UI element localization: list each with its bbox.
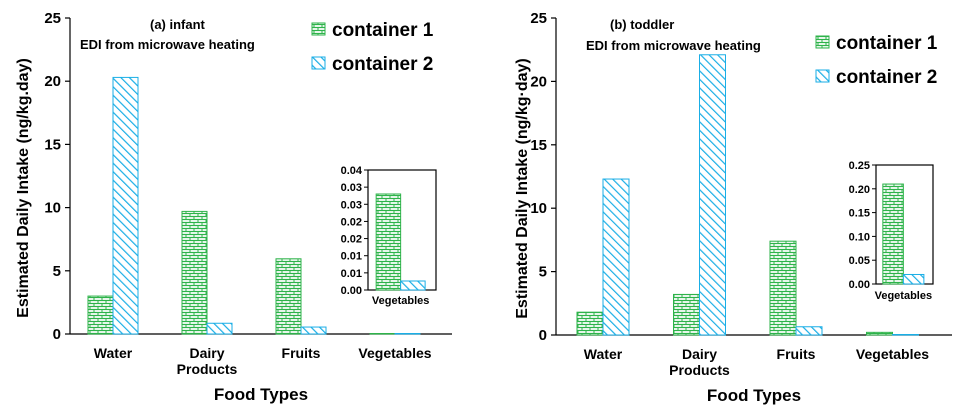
inset-y-tick-label: 0.03 bbox=[341, 199, 362, 211]
bar-container-2 bbox=[699, 54, 726, 336]
inset-y-tick-label: 0.00 bbox=[341, 285, 362, 297]
y-tick-label: 10 bbox=[44, 200, 61, 217]
inset-y-tick-label: 0.03 bbox=[341, 182, 362, 194]
inset-bar-container-1 bbox=[375, 193, 402, 291]
inset-bar-container-2 bbox=[902, 273, 925, 285]
inset-y-tick-label: 0.02 bbox=[341, 234, 362, 246]
bar-container-2 bbox=[394, 333, 421, 335]
inset-y-tick-label: 0.20 bbox=[849, 184, 870, 196]
chart-subtitle: EDI from microwave heating bbox=[80, 37, 255, 52]
inset-y-tick-label: 0.05 bbox=[849, 255, 870, 267]
bar-container-1 bbox=[87, 295, 114, 335]
bar-container-2 bbox=[892, 334, 919, 336]
x-category-label: Products bbox=[177, 361, 238, 377]
inset-y-tick-label: 0.00 bbox=[849, 279, 870, 291]
bar-container-1 bbox=[181, 210, 208, 335]
chart-subtitle: EDI from microwave heating bbox=[586, 38, 761, 53]
chart-title: (b) toddler bbox=[610, 17, 674, 32]
y-tick-label: 20 bbox=[44, 73, 61, 90]
legend-label: container 1 bbox=[836, 33, 938, 54]
x-category-label: Water bbox=[584, 346, 623, 362]
chart-title: (a) infant bbox=[150, 17, 206, 32]
legend-swatch-container-2 bbox=[815, 69, 830, 83]
y-tick-label: 25 bbox=[530, 10, 547, 27]
x-category-label: Products bbox=[669, 362, 730, 378]
inset-bar-container-1 bbox=[882, 183, 904, 285]
y-tick-label: 0 bbox=[539, 327, 547, 344]
x-axis-label: Food Types bbox=[707, 386, 801, 405]
x-category-label: Vegetables bbox=[856, 346, 929, 362]
x-category-label: Water bbox=[94, 345, 133, 361]
bar-container-2 bbox=[206, 322, 233, 335]
bar-container-1 bbox=[369, 333, 396, 335]
y-axis-label: Estimated Daily Intake (ng/kg·day) bbox=[514, 58, 531, 319]
x-category-label: Fruits bbox=[777, 346, 816, 362]
x-category-label: Fruits bbox=[282, 345, 321, 361]
y-axis-label: Estimated Daily Intake (ng/kg.day) bbox=[15, 58, 32, 318]
y-tick-label: 15 bbox=[530, 137, 547, 154]
legend-swatch-container-1 bbox=[815, 35, 830, 49]
legend-label: container 1 bbox=[332, 20, 434, 41]
bar-container-1 bbox=[866, 331, 893, 336]
bar-container-1 bbox=[576, 311, 604, 336]
inset-y-tick-label: 0.15 bbox=[849, 208, 870, 220]
inset-y-tick-label: 0.25 bbox=[849, 160, 870, 172]
legend-swatch-container-1 bbox=[311, 22, 326, 36]
inset-y-tick-label: 0.10 bbox=[849, 231, 870, 243]
legend-label: container 2 bbox=[836, 67, 937, 88]
inset-category-label: Vegetables bbox=[372, 295, 429, 307]
bar-container-1 bbox=[275, 258, 302, 335]
x-category-label: Dairy bbox=[682, 346, 717, 362]
bar-container-1 bbox=[769, 240, 797, 336]
x-category-label: Dairy bbox=[189, 345, 224, 361]
x-category-label: Vegetables bbox=[358, 345, 431, 361]
inset-category-label: Vegetables bbox=[875, 290, 932, 302]
x-axis-label: Food Types bbox=[214, 385, 308, 404]
legend-label: container 2 bbox=[332, 54, 433, 75]
inset-y-tick-label: 0.01 bbox=[341, 251, 362, 263]
inset-bar-container-2 bbox=[400, 280, 426, 291]
inset-y-tick-label: 0.01 bbox=[341, 268, 362, 280]
y-tick-label: 5 bbox=[539, 264, 547, 281]
bar-container-2 bbox=[112, 76, 139, 335]
y-tick-label: 5 bbox=[53, 263, 61, 280]
inset-y-tick-label: 0.02 bbox=[341, 216, 362, 228]
bar-container-2 bbox=[795, 326, 823, 336]
bar-container-2 bbox=[300, 326, 327, 335]
bar-container-1 bbox=[673, 293, 700, 336]
bar-container-2 bbox=[602, 178, 630, 336]
y-tick-label: 20 bbox=[530, 73, 547, 90]
legend-swatch-container-2 bbox=[311, 56, 326, 70]
y-tick-label: 10 bbox=[530, 200, 547, 217]
inset-y-tick-label: 0.04 bbox=[341, 165, 363, 177]
y-tick-label: 0 bbox=[53, 326, 61, 343]
y-tick-label: 15 bbox=[44, 136, 61, 153]
y-tick-label: 25 bbox=[44, 10, 61, 27]
